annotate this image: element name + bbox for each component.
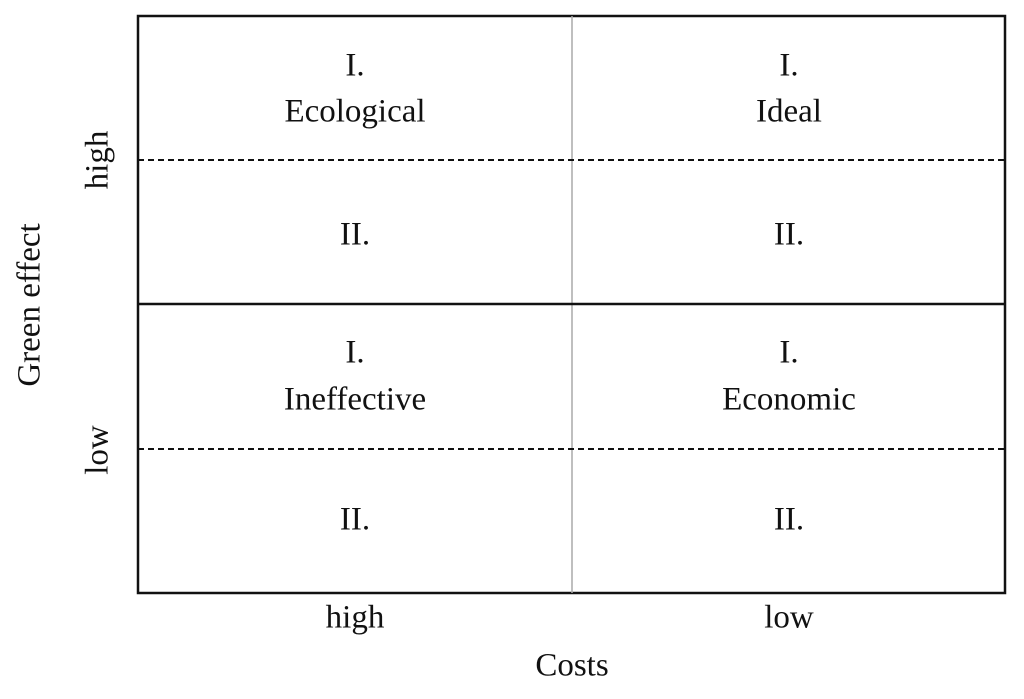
quadrant-name: Ecological: [284, 94, 425, 130]
rank: I.: [779, 335, 798, 371]
y-tick-label: low: [80, 425, 116, 475]
y-axis-label: Green effect: [12, 223, 48, 386]
sub-rank: II.: [774, 502, 804, 538]
rank: I.: [345, 48, 364, 84]
quadrant-name: Ideal: [756, 94, 822, 130]
y-tick-label: high: [80, 130, 116, 189]
rank: I.: [345, 335, 364, 371]
quadrant-name: Ineffective: [284, 382, 426, 418]
sub-rank: II.: [774, 217, 804, 253]
x-axis-label: Costs: [535, 648, 608, 684]
x-tick-label: low: [764, 600, 814, 636]
sub-rank: II.: [340, 502, 370, 538]
sub-rank: II.: [340, 217, 370, 253]
rank: I.: [779, 48, 798, 84]
x-tick-label: high: [326, 600, 385, 636]
quadrant-name: Economic: [722, 382, 856, 418]
